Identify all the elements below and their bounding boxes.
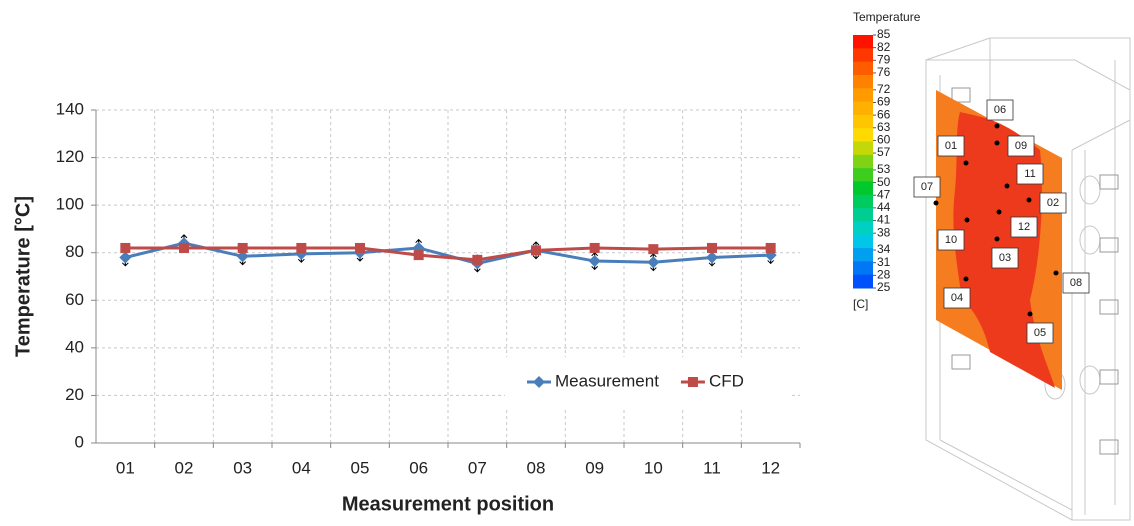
point-dot	[1054, 271, 1059, 276]
y-tick-label: 40	[65, 337, 84, 356]
marker-diamond	[589, 255, 601, 267]
x-tick-label: 04	[292, 458, 311, 477]
point-dot	[1005, 184, 1010, 189]
point-label: 11	[1024, 168, 1035, 180]
marker-diamond	[119, 251, 131, 263]
x-tick-label: 08	[527, 458, 546, 477]
colorbar-tick-label: 25	[877, 280, 891, 294]
colorbar-tick-label: 57	[877, 145, 891, 159]
marker-square	[766, 243, 776, 253]
marker-square	[688, 377, 698, 387]
colorbar-band	[853, 155, 873, 169]
y-tick-label: 80	[65, 242, 84, 261]
marker-square	[472, 255, 482, 265]
point-label: 01	[945, 140, 957, 152]
y-tick-label: 0	[75, 432, 84, 451]
marker-square	[296, 243, 306, 253]
colorbar-tick-label: 38	[877, 225, 891, 239]
point-label: 12	[1018, 221, 1030, 233]
x-tick-label: 02	[175, 458, 194, 477]
point-label: 09	[1015, 140, 1027, 152]
colorbar-band	[853, 248, 873, 262]
y-axis-title: Temperature [°C]	[12, 196, 34, 357]
y-tick-label: 20	[65, 385, 84, 404]
colorbar-band	[853, 75, 873, 89]
point-dot	[965, 218, 970, 223]
point-dot	[995, 124, 1000, 129]
colorbar-band	[853, 235, 873, 249]
y-tick-label: 140	[56, 99, 84, 118]
x-tick-label: 09	[585, 458, 604, 477]
marker-diamond	[706, 251, 718, 263]
x-tick-label: 06	[409, 458, 428, 477]
point-label: 08	[1070, 277, 1082, 289]
legend-label: CFD	[709, 371, 744, 390]
colorbar-band	[853, 128, 873, 142]
marker-square	[590, 243, 600, 253]
point-dot	[995, 141, 1000, 146]
marker-square	[648, 244, 658, 254]
point-dot	[995, 237, 1000, 242]
point-label: 10	[945, 234, 957, 246]
colorbar-band	[853, 35, 873, 49]
y-tick-label: 100	[56, 195, 84, 214]
marker-square	[355, 243, 365, 253]
colorbar-band	[853, 221, 873, 235]
x-tick-label: 11	[703, 458, 721, 477]
colorbar-band	[853, 168, 873, 182]
point-dot	[964, 277, 969, 282]
marker-square	[414, 250, 424, 260]
point-label: 04	[951, 292, 963, 304]
colorbar-band	[853, 62, 873, 76]
marker-square	[707, 243, 717, 253]
point-label: 06	[994, 104, 1006, 116]
x-tick-label: 05	[351, 458, 370, 477]
colorbar-band	[853, 208, 873, 222]
colorbar-band	[853, 102, 873, 116]
point-dot	[1027, 198, 1032, 203]
colorbar-band	[853, 275, 873, 289]
y-tick-label: 120	[56, 147, 84, 166]
x-axis-title: Measurement position	[342, 493, 554, 515]
colorbar-unit: [C]	[853, 297, 868, 311]
x-tick-label: 03	[233, 458, 252, 477]
marker-square	[120, 243, 130, 253]
x-tick-label: 10	[644, 458, 663, 477]
point-dot	[1028, 312, 1033, 317]
colorbar-band	[853, 181, 873, 195]
marker-square	[179, 243, 189, 253]
marker-square	[238, 243, 248, 253]
y-tick-label: 60	[65, 290, 84, 309]
legend-label: Measurement	[555, 371, 659, 390]
point-dot	[997, 210, 1002, 215]
point-dot	[934, 201, 939, 206]
point-label: 07	[921, 181, 933, 193]
x-tick-label: 01	[116, 458, 135, 477]
colorbar-band	[853, 115, 873, 129]
point-label: 02	[1047, 197, 1059, 209]
colorbar-band	[853, 142, 873, 156]
colorbar-band	[853, 195, 873, 209]
marker-diamond	[647, 256, 659, 268]
point-label: 03	[999, 252, 1011, 264]
colorbar-band	[853, 88, 873, 102]
x-tick-label: 07	[468, 458, 487, 477]
marker-square	[531, 245, 541, 255]
colorbar-band	[853, 261, 873, 275]
colorbar-title: Temperature	[853, 10, 921, 24]
point-dot	[964, 161, 969, 166]
x-tick-label: 12	[761, 458, 780, 477]
page: 060109110702121003080405 020406080100120…	[0, 0, 1134, 526]
point-label: 05	[1034, 327, 1046, 339]
colorbar-band	[853, 48, 873, 62]
colorbar-tick-label: 76	[877, 65, 891, 79]
